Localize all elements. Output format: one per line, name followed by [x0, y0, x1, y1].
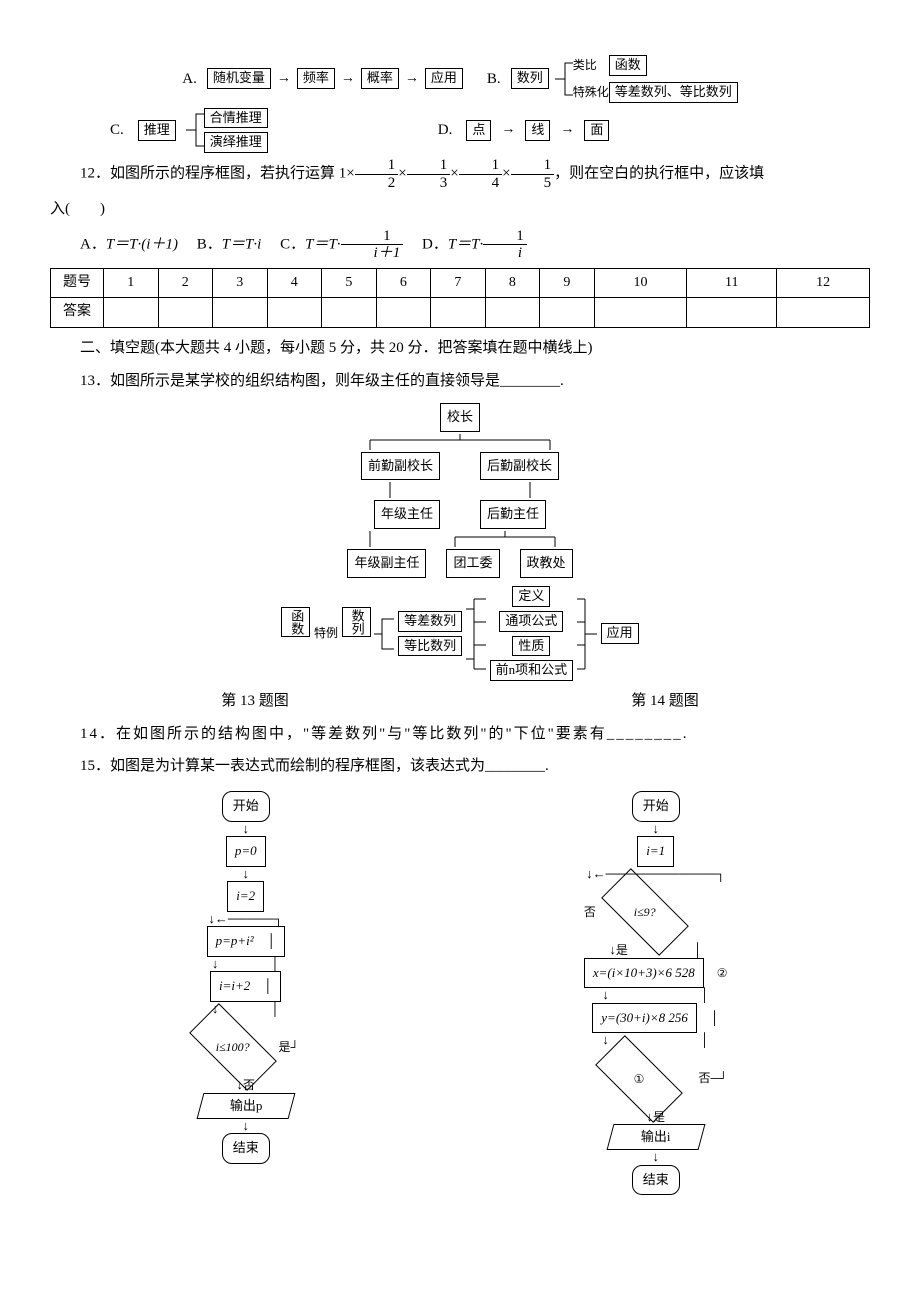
fc-output: 输出p [196, 1093, 295, 1119]
q11-d-node3: 面 [584, 120, 609, 141]
fc-i2: i=2 [227, 881, 264, 912]
q11-options: A. 随机变量 → 频率 → 概率 → 应用 B. 数列 类比 函数 特殊化等差… [50, 54, 870, 153]
q15-text: 15．如图是为计算某一表达式而绘制的程序框图，该表达式为________. [50, 752, 870, 781]
q13-text: 13．如图所示是某学校的组织结构图，则年级主任的直接领导是________. [50, 367, 870, 396]
q15-flowchart-left: 开始 ↓ p=0 ↓ i=2 ↓←─────┐ p=p+i² │ ↓ │ i=i… [192, 789, 299, 1166]
q14-caption: 第 14 题图 [631, 687, 699, 716]
fc-start: 开始 [222, 791, 270, 822]
fc-ppi: p=p+i² │ [207, 926, 285, 957]
org-political: 政教处 [520, 549, 573, 578]
q12-options: A．T＝T·(i＋1) B．T＝T·i C．T＝T·1i＋1 D．T＝T·1i [50, 228, 870, 262]
q11-a-node1: 随机变量 [207, 68, 271, 89]
q11-c-root: 推理 [138, 120, 176, 141]
q13-caption: 第 13 题图 [221, 687, 289, 716]
fc-end: 结束 [222, 1133, 270, 1164]
arrow-icon: → [341, 66, 355, 93]
fc-p0: p=0 [226, 836, 266, 867]
q11-b-branches: 类比 函数 特殊化等差数列、等比数列 [555, 54, 738, 104]
fc2-y: y=(30+i)×8 256 [592, 1003, 697, 1034]
q11-a-node4: 应用 [425, 68, 463, 89]
answer-grid: 题号 123456789101112 答案 [50, 268, 870, 328]
q11-row-ab: A. 随机变量 → 频率 → 概率 → 应用 B. 数列 类比 函数 特殊化等差… [50, 54, 870, 104]
q11-d-node2: 线 [525, 120, 550, 141]
grid-label-2: 答案 [51, 298, 104, 328]
caption-row-1: 第 13 题图 第 14 题图 [50, 687, 870, 716]
q14-structure-diagram: 函数 特例 数列 等差数列 等比数列 定义 通项公式 性质 前n项和公式 应用 [50, 586, 870, 682]
q11-row-cd: C. 推理 合情推理 演绎推理 D. 点 → 线 → 面 [110, 108, 870, 154]
org-vice-grade: 年级副主任 [347, 549, 426, 578]
q12-text: 12．如图所示的程序框图，若执行运算 1×12×13×14×15，则在空白的执行… [50, 157, 870, 191]
q14-geo: 等比数列 [398, 636, 462, 657]
q11-optB-label: B. [487, 65, 501, 94]
org-youth: 团工委 [446, 549, 499, 578]
q12-line2: 入( ) [50, 195, 870, 224]
q14-special: 特例 [314, 626, 338, 640]
q11-optD-label: D. [438, 116, 453, 145]
fc2-start: 开始 [632, 791, 680, 822]
arrow-icon: → [501, 117, 515, 144]
q12-post: ，则在空白的执行框中，应该填 [554, 166, 764, 182]
fc2-end: 结束 [632, 1165, 680, 1196]
q14-text: 14．在如图所示的结构图中，"等差数列"与"等比数列"的"下位"要素有_____… [50, 720, 870, 749]
fc2-i1: i=1 [637, 836, 674, 867]
org-vp2: 后勤副校长 [480, 452, 559, 481]
q11-b-downnode: 等差数列、等比数列 [609, 82, 738, 103]
arrow-icon: → [277, 66, 291, 93]
q14-func: 函数 [281, 607, 310, 637]
org-principal: 校长 [440, 403, 480, 432]
q11-b-downlabel: 特殊化 [573, 85, 609, 99]
q11-a-node2: 频率 [297, 68, 335, 89]
q14-arith: 等差数列 [398, 611, 462, 632]
q14-sum: 前n项和公式 [490, 660, 574, 681]
fc2-cond2: ① [595, 1035, 683, 1123]
q11-b-upnode: 函数 [609, 55, 647, 76]
q11-c-branches: 合情推理 演绎推理 [186, 108, 268, 154]
q11-b-root: 数列 [511, 68, 549, 89]
grid-label-1: 题号 [51, 268, 104, 298]
q11-b-uplabel: 类比 [573, 58, 597, 72]
fc2-x: x=(i×10+3)×6 528 [584, 958, 704, 989]
q13-org-chart: 校长 前勤副校长 后勤副校长 年级主任 后勤主任 年级副主任 团工委 政教处 [50, 403, 870, 578]
arrow-icon: → [560, 117, 574, 144]
q14-property: 性质 [512, 636, 550, 657]
grid-row-numbers: 题号 123456789101112 [51, 268, 870, 298]
q11-optA-label: A. [182, 65, 197, 94]
arrow-icon: → [405, 66, 419, 93]
org-vp1: 前勤副校长 [361, 452, 440, 481]
fc-cond: i≤100? [190, 1003, 278, 1091]
q14-app: 应用 [601, 623, 639, 644]
q11-a-node3: 概率 [361, 68, 399, 89]
org-grade-head: 年级主任 [374, 500, 440, 529]
flowcharts-row: 开始 ↓ p=0 ↓ i=2 ↓←─────┐ p=p+i² │ ↓ │ i=i… [50, 789, 870, 1198]
q11-c-b2: 演绎推理 [204, 132, 268, 153]
q14-seq: 数列 [342, 607, 371, 637]
q14-def: 定义 [512, 586, 550, 607]
fc-ii2: i=i+2 │ [210, 971, 282, 1002]
q14-formula: 通项公式 [499, 611, 563, 632]
q12-pre: 12．如图所示的程序框图，若执行运算 1× [80, 166, 355, 182]
q11-optC-label: C. [110, 116, 124, 145]
q11-c-b1: 合情推理 [204, 108, 268, 129]
fc2-output: 输出i [606, 1124, 705, 1150]
grid-row-answers: 答案 [51, 298, 870, 328]
section-2-heading: 二、填空题(本大题共 4 小题，每小题 5 分，共 20 分．把答案填在题中横线… [50, 334, 870, 363]
q11-d-node1: 点 [466, 120, 491, 141]
q15-flowchart-right: 开始 ↓ i=1 ↓←────────────┐ 否 i≤9? ↓是 │ x=(… [584, 789, 728, 1198]
org-logistics-head: 后勤主任 [480, 500, 546, 529]
